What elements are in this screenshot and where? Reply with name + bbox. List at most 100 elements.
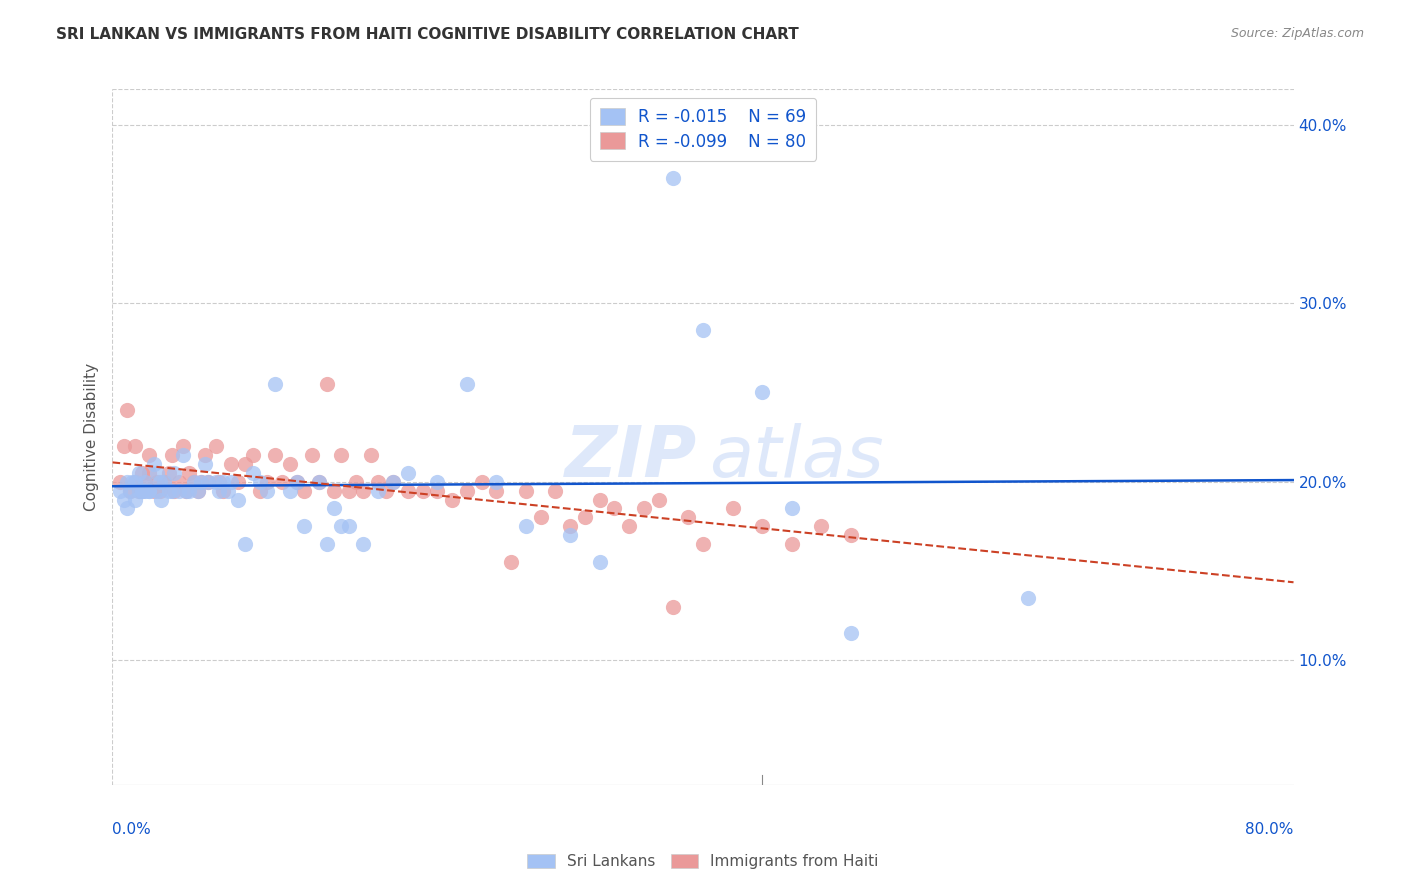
Point [558,528,582,542]
Point [183,475,205,489]
Point [337,519,360,533]
Point [138,466,160,480]
Point [396,466,419,480]
Point [131,483,153,498]
Point [323,501,346,516]
Point [308,475,330,489]
Point [264,376,287,391]
Point [515,483,537,498]
Point [146,483,169,498]
Point [485,483,508,498]
Text: 0.0%: 0.0% [112,822,152,837]
Point [172,439,194,453]
Point [367,475,389,489]
Text: atlas: atlas [709,424,883,492]
Point [337,483,360,498]
Point [146,466,169,480]
Point [212,483,235,498]
Point [183,475,205,489]
Point [330,448,353,462]
Point [292,483,315,498]
Point [108,483,131,498]
Point [108,475,131,489]
Point [692,537,714,551]
Point [315,537,337,551]
Point [485,475,508,489]
Point [360,448,382,462]
Point [172,448,194,462]
Point [149,475,172,489]
Point [134,475,156,489]
Point [131,466,153,480]
Point [163,466,186,480]
Point [456,376,478,391]
Point [124,475,146,489]
Point [810,519,832,533]
Point [219,475,242,489]
Point [167,483,190,498]
Point [208,483,231,498]
Point [780,501,803,516]
Point [633,501,655,516]
Point [160,483,183,498]
Point [117,403,138,417]
Point [157,483,180,498]
Point [242,448,264,462]
Point [308,475,330,489]
Text: ZIP: ZIP [565,424,697,492]
Point [249,475,271,489]
Point [121,475,143,489]
Point [117,501,138,516]
Point [1017,591,1039,605]
Point [212,475,235,489]
Point [426,483,449,498]
Point [352,483,374,498]
Point [256,475,278,489]
Point [301,448,323,462]
Point [603,501,626,516]
Point [278,483,301,498]
Point [112,439,135,453]
Point [138,448,160,462]
Point [558,519,582,533]
Point [208,475,231,489]
Point [456,483,478,498]
Point [160,448,183,462]
Point [179,466,201,480]
Point [167,475,190,489]
Point [197,475,219,489]
Point [112,492,135,507]
Point [131,483,153,498]
Point [146,475,169,489]
Point [751,519,773,533]
Point [142,483,165,498]
Point [501,555,523,569]
Point [647,492,671,507]
Point [217,483,239,498]
Point [692,323,714,337]
Point [515,519,537,533]
Point [264,448,287,462]
Point [134,475,156,489]
Point [344,475,367,489]
Point [205,475,228,489]
Point [839,626,862,640]
Point [134,483,156,498]
Point [197,475,219,489]
Point [382,475,405,489]
Point [662,599,685,614]
Point [588,492,610,507]
Point [330,519,353,533]
Y-axis label: Cognitive Disability: Cognitive Disability [83,363,98,511]
Point [285,475,308,489]
Point [124,475,146,489]
Point [374,483,396,498]
Point [219,457,242,471]
Point [150,492,173,507]
Point [128,466,150,480]
Point [382,475,405,489]
Point [411,483,433,498]
Point [242,466,264,480]
Point [544,483,567,498]
Point [619,519,641,533]
